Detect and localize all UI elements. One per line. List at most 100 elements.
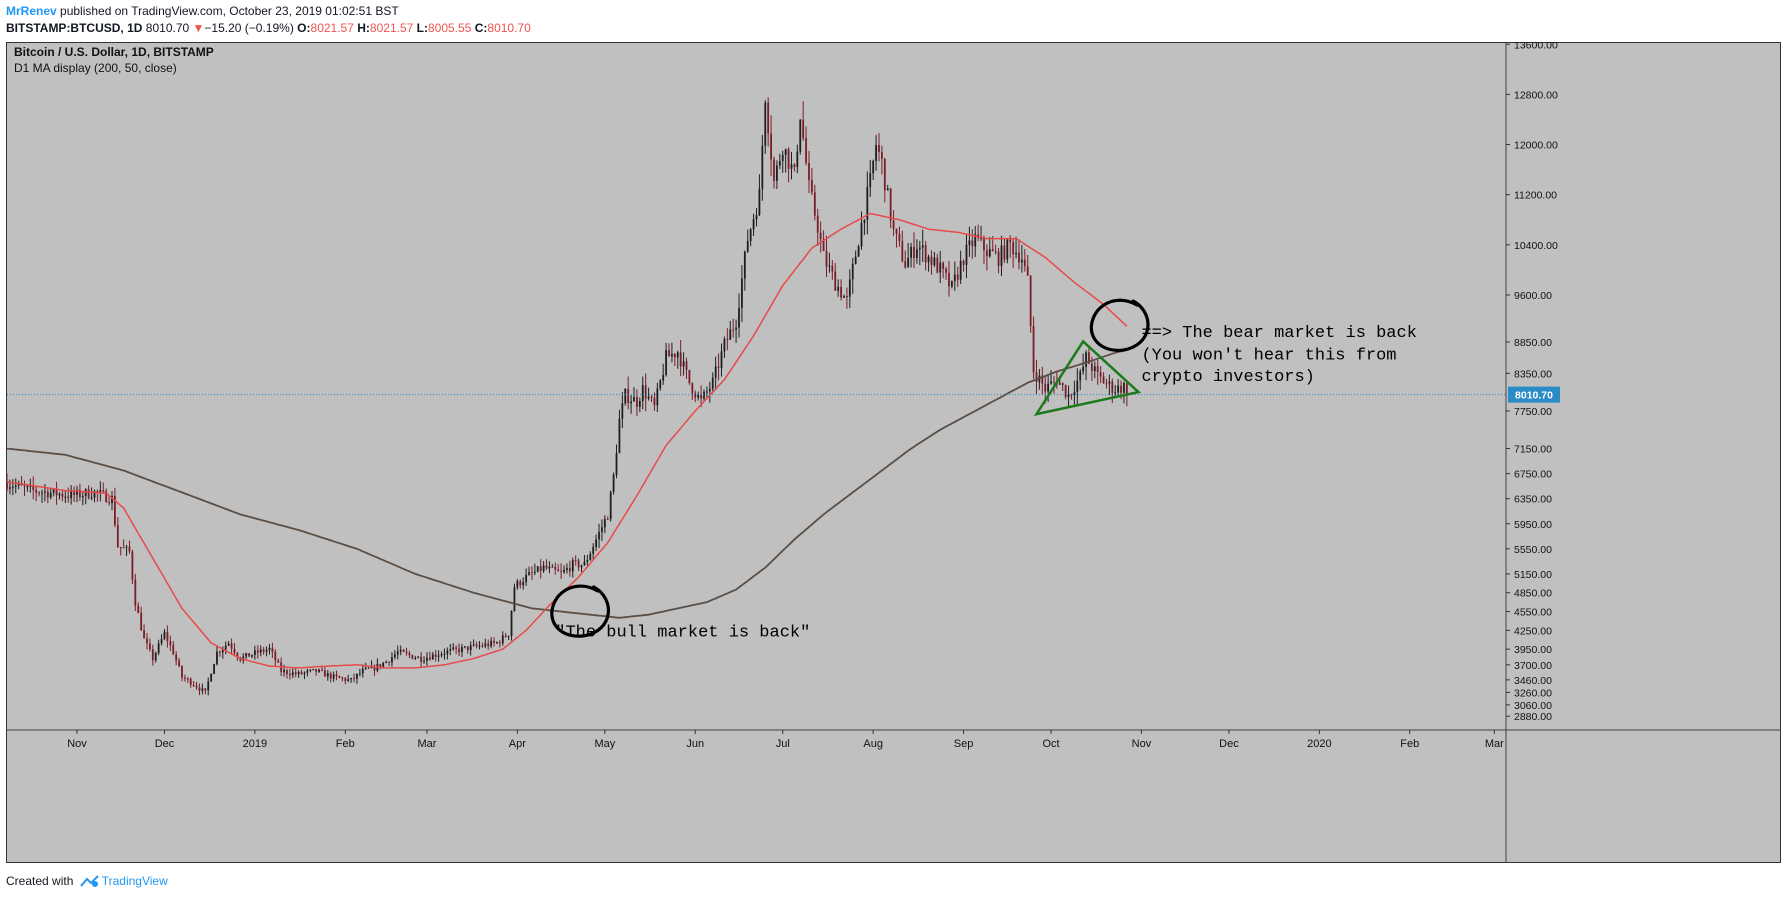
- candle-body: [417, 656, 420, 658]
- candle-body: [644, 385, 647, 399]
- candle-body: [41, 492, 43, 494]
- current-price-label: 8010.70: [1515, 390, 1553, 402]
- candle-body: [288, 673, 291, 676]
- candle-body: [323, 670, 326, 677]
- candle-body: [802, 119, 805, 139]
- candle-body: [399, 649, 402, 652]
- price-chart[interactable]: 13600.00 12800.00 12000.00 11200.00 10400.00…: [6, 42, 1781, 863]
- candle-body: [659, 380, 662, 389]
- candle-body: [79, 489, 81, 498]
- candle-body: [811, 180, 813, 193]
- candle-body: [755, 215, 758, 220]
- candle-body: [545, 565, 548, 569]
- candle-body: [907, 257, 910, 268]
- candle-body: [1067, 394, 1070, 398]
- candle-body: [1105, 383, 1108, 385]
- candle-body: [192, 684, 195, 686]
- candle-body: [776, 165, 778, 181]
- chart-area[interactable]: [6, 42, 1781, 863]
- candle-body: [869, 173, 872, 188]
- y-tick-label: 9600.00: [1514, 290, 1552, 302]
- candle-body: [621, 403, 624, 419]
- candle-body: [347, 679, 350, 681]
- candle-body: [393, 654, 396, 658]
- candle-body: [1102, 376, 1105, 384]
- last-price: 8010.70: [145, 21, 190, 35]
- candle-body: [741, 278, 743, 308]
- price-change: −15.20 (−0.19%): [204, 21, 294, 35]
- candle-body: [1047, 383, 1050, 392]
- candle-body: [860, 223, 863, 247]
- candle-body: [1015, 252, 1017, 255]
- candle-body: [309, 669, 312, 671]
- y-tick-label: 11200.00: [1514, 190, 1557, 202]
- candle-body: [1003, 245, 1006, 260]
- candle-body: [761, 145, 764, 189]
- candle-body: [385, 661, 388, 663]
- y-tick-label: 4550.00: [1514, 607, 1552, 619]
- triangle-pattern: [1033, 339, 1142, 416]
- candle-body: [122, 547, 125, 549]
- candle-body: [507, 636, 510, 638]
- candle-body: [1123, 383, 1125, 393]
- candle-body: [498, 642, 501, 644]
- x-tick-label: Feb: [1400, 738, 1419, 750]
- candle-body: [656, 388, 659, 406]
- candle-body: [84, 489, 87, 496]
- candle-body: [921, 245, 924, 248]
- publish-date: published on TradingView.com, October 23…: [56, 4, 399, 18]
- tradingview-link[interactable]: TradingView: [101, 874, 168, 888]
- candle-body: [636, 397, 638, 407]
- candle-body: [189, 678, 192, 685]
- candle-body: [353, 678, 355, 680]
- candle-body: [568, 568, 571, 572]
- candle-body: [848, 279, 851, 297]
- candle-body: [379, 663, 382, 667]
- candle-body: [163, 631, 166, 639]
- candle-body: [49, 492, 52, 498]
- candle-body: [405, 651, 408, 654]
- candle-body: [306, 670, 309, 673]
- low-label: L:: [416, 21, 428, 35]
- candle-body: [291, 672, 294, 676]
- candle-body: [968, 240, 971, 245]
- candle-body: [361, 668, 364, 674]
- candle-body: [114, 496, 116, 525]
- candle-body: [271, 647, 274, 653]
- candle-body: [997, 251, 1000, 266]
- candle-body: [560, 571, 563, 573]
- candle-body: [808, 163, 810, 181]
- footer: Created with TradingView: [6, 874, 168, 888]
- candle-body: [175, 654, 178, 661]
- x-tick-label: Dec: [1219, 738, 1239, 750]
- candle-body: [843, 296, 845, 298]
- candle-body: [615, 453, 618, 475]
- candle-body: [160, 638, 163, 644]
- candle-body: [752, 219, 755, 230]
- candle-body: [434, 654, 437, 657]
- candle-body: [533, 571, 536, 573]
- candle-body: [32, 485, 35, 490]
- candle-body: [682, 361, 685, 367]
- candle-body: [612, 474, 615, 492]
- candle-body: [402, 649, 405, 652]
- candle-body: [609, 491, 612, 520]
- candle-body: [819, 232, 822, 240]
- created-with-label: Created with: [6, 874, 74, 888]
- candle-body: [924, 245, 927, 263]
- candle-body: [472, 644, 475, 646]
- candle-body: [889, 188, 892, 221]
- candle-body: [770, 133, 772, 160]
- x-tick-label: Aug: [863, 738, 883, 750]
- candle-body: [61, 493, 64, 497]
- candle-body: [749, 229, 752, 242]
- author-name[interactable]: MrRenev: [6, 4, 57, 18]
- candle-body: [469, 645, 472, 651]
- candle-body: [878, 145, 880, 153]
- candle-body: [154, 652, 157, 661]
- candle-body: [994, 251, 997, 253]
- candle-body: [1090, 363, 1093, 372]
- candle-body: [326, 673, 329, 677]
- y-tick-label: 6750.00: [1514, 469, 1552, 481]
- candle-body: [743, 251, 746, 279]
